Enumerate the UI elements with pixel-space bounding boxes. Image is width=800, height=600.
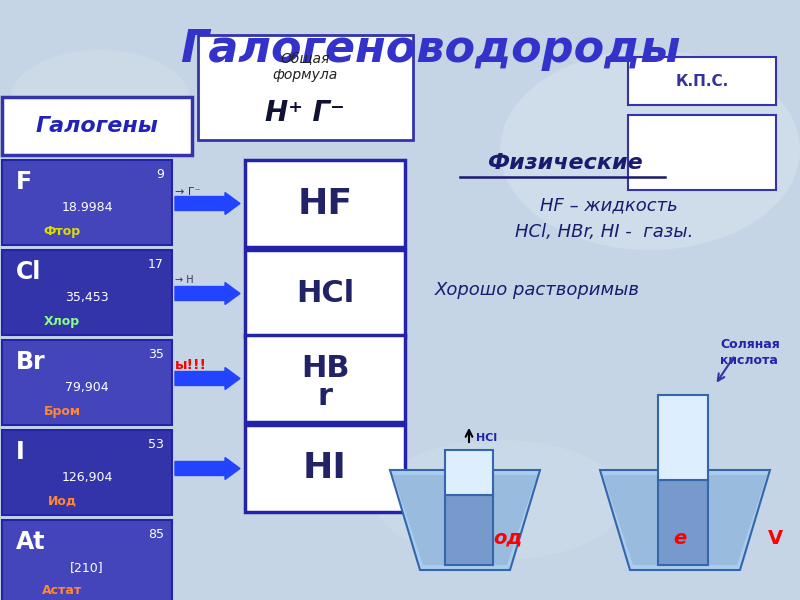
Text: Хорошо растворимыв: Хорошо растворимыв	[435, 281, 640, 299]
FancyArrow shape	[175, 283, 240, 304]
Text: 53: 53	[148, 438, 164, 451]
Text: 126,904: 126,904	[62, 471, 113, 484]
Text: HB: HB	[301, 354, 350, 383]
Text: Соляная: Соляная	[720, 338, 780, 352]
Bar	[245, 425, 405, 512]
Text: HCl, HBr, HI -  газы.: HCl, HBr, HI - газы.	[515, 223, 694, 241]
Text: 35,453: 35,453	[65, 291, 109, 304]
Text: 17: 17	[148, 258, 164, 271]
Text: [210]: [210]	[70, 561, 104, 574]
Bar	[628, 115, 776, 190]
Bar	[198, 35, 413, 140]
Polygon shape	[600, 470, 770, 570]
Text: 9: 9	[156, 168, 164, 181]
Text: r: r	[318, 382, 333, 411]
Bar	[245, 335, 405, 422]
Bar	[2, 97, 192, 155]
Text: 79,904: 79,904	[65, 381, 109, 394]
Bar	[445, 495, 493, 565]
Text: 85: 85	[148, 528, 164, 541]
Text: е: е	[674, 529, 686, 547]
Polygon shape	[390, 470, 540, 570]
Bar	[445, 450, 493, 495]
Bar	[2, 250, 172, 335]
Text: Астат: Астат	[42, 584, 82, 598]
FancyArrow shape	[175, 457, 240, 479]
Text: Фтор: Фтор	[43, 224, 81, 238]
Text: Галогеноводороды: Галогеноводороды	[180, 28, 680, 71]
Text: H⁺ Г⁻: H⁺ Г⁻	[265, 99, 345, 127]
FancyArrow shape	[175, 367, 240, 389]
Bar	[658, 480, 708, 565]
Bar	[2, 160, 172, 245]
Text: 18.9984: 18.9984	[62, 201, 113, 214]
Text: формула: формула	[272, 68, 338, 82]
Text: ы!!!: ы!!!	[175, 358, 207, 372]
Text: At: At	[16, 530, 46, 554]
Bar	[658, 395, 708, 480]
Text: V: V	[767, 529, 782, 547]
Bar	[245, 250, 405, 337]
Bar	[2, 520, 172, 600]
Text: HF – жидкость: HF – жидкость	[540, 196, 678, 214]
Text: Общая: Общая	[280, 52, 330, 66]
Text: 35: 35	[148, 348, 164, 361]
Text: Галогены: Галогены	[35, 116, 158, 136]
Text: F: F	[16, 170, 32, 194]
Text: К.П.С.: К.П.С.	[675, 73, 729, 88]
Polygon shape	[393, 475, 537, 565]
Bar	[245, 160, 405, 247]
Ellipse shape	[10, 50, 190, 150]
Text: Бром: Бром	[43, 404, 81, 418]
Text: Иод: Иод	[47, 494, 77, 508]
Text: I: I	[16, 440, 25, 464]
Bar	[2, 340, 172, 425]
Text: Br: Br	[16, 350, 46, 374]
Text: од: од	[494, 529, 522, 547]
Bar	[2, 430, 172, 515]
Text: Физические: Физические	[487, 153, 643, 173]
FancyArrow shape	[175, 193, 240, 214]
Text: HCl: HCl	[296, 279, 354, 308]
Text: кислота: кислота	[720, 353, 778, 367]
Text: → Г⁻: → Г⁻	[175, 187, 201, 197]
Polygon shape	[603, 475, 767, 565]
Text: HI: HI	[303, 451, 347, 485]
Text: HCl: HCl	[476, 433, 497, 443]
Ellipse shape	[375, 440, 625, 560]
Text: → H: → H	[175, 275, 194, 285]
Text: Cl: Cl	[16, 260, 42, 284]
Bar	[628, 57, 776, 105]
Text: Хлор: Хлор	[44, 314, 80, 328]
Ellipse shape	[500, 50, 800, 250]
Text: HF: HF	[298, 187, 353, 220]
